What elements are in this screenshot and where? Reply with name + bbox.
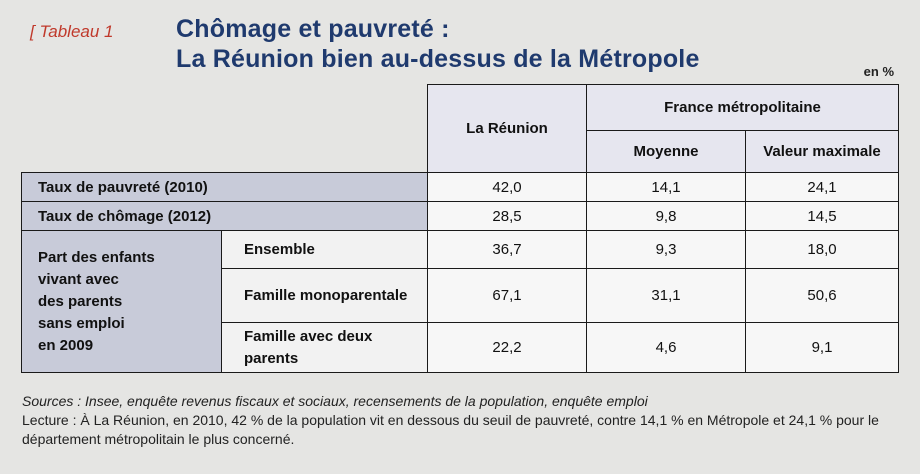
col-header-max: Valeur maximale: [745, 130, 899, 173]
cell-moyenne: 4,6: [586, 322, 746, 373]
data-table: La Réunion France métropolitaine Moyenne…: [21, 84, 899, 373]
col-header-france: France métropolitaine: [586, 84, 899, 131]
cell-moyenne: 14,1: [586, 172, 746, 202]
row-label: Taux de pauvreté (2010): [21, 172, 428, 202]
cell-moyenne: 9,8: [586, 201, 746, 231]
sub-row-label: Famille monoparentale: [221, 268, 428, 323]
sub-row-label: Ensemble: [221, 230, 428, 269]
cell-reunion: 36,7: [427, 230, 587, 269]
cell-moyenne: 9,3: [586, 230, 746, 269]
table-row: Taux de pauvreté (2010) 42,0 14,1 24,1: [21, 172, 899, 202]
lecture-note: Lecture : À La Réunion, en 2010, 42 % de…: [22, 412, 879, 447]
table-tag: [ Tableau 1: [30, 22, 114, 41]
group-label: Part des enfants vivant avec des parents…: [21, 230, 222, 373]
title-line-1: Chômage et pauvreté :: [176, 15, 450, 43]
col-header-moyenne: Moyenne: [586, 130, 746, 173]
cell-reunion: 67,1: [427, 268, 587, 323]
title-line-2: La Réunion bien au-dessus de la Métropol…: [176, 45, 700, 73]
page-title: Chômage et pauvreté : La Réunion bien au…: [176, 14, 700, 74]
table-row: Famille avec deux parents 22,2 4,6 9,1: [22, 322, 899, 373]
cell-max: 50,6: [745, 268, 899, 323]
header-blank: [21, 84, 428, 173]
cell-reunion: 22,2: [427, 322, 587, 373]
table-row: Part des enfants vivant avec des parents…: [21, 230, 899, 373]
group-label-line: sans emploi: [38, 314, 125, 332]
notes: Sources : Insee, enquête revenus fiscaux…: [22, 392, 902, 449]
table-row: Taux de chômage (2012) 28,5 9,8 14,5: [21, 201, 899, 231]
group-label-line: des parents: [38, 292, 123, 310]
sub-row-label: Famille avec deux parents: [221, 322, 428, 373]
row-label: Taux de chômage (2012): [21, 201, 428, 231]
group-label-line: Part des enfants: [38, 248, 155, 266]
unit-label: en %: [863, 64, 894, 79]
cell-max: 18,0: [745, 230, 899, 269]
group-label-line: vivant avec: [38, 270, 119, 288]
cell-max: 9,1: [745, 322, 899, 373]
col-header-reunion: La Réunion: [427, 84, 587, 173]
table-row: Famille monoparentale 67,1 31,1 50,6: [22, 268, 899, 323]
cell-reunion: 42,0: [427, 172, 587, 202]
sources-note: Sources : Insee, enquête revenus fiscaux…: [22, 393, 648, 409]
cell-reunion: 28,5: [427, 201, 587, 231]
group-label-line: en 2009: [38, 336, 94, 354]
cell-max: 14,5: [745, 201, 899, 231]
cell-moyenne: 31,1: [586, 268, 746, 323]
cell-max: 24,1: [745, 172, 899, 202]
